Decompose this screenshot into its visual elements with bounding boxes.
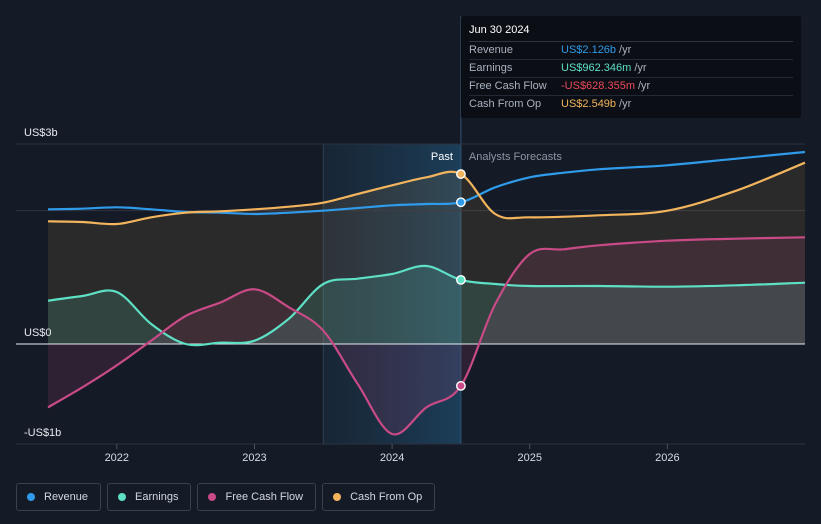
legend-dot-icon <box>333 493 342 501</box>
earnings-marker <box>456 274 466 285</box>
legend-label: Earnings <box>135 491 179 503</box>
free-cash-flow-line <box>47 236 806 436</box>
legend-label: Revenue <box>44 491 89 503</box>
y-tick-label: -US$1b <box>24 427 61 439</box>
tooltip-value: US$2.126b <box>561 44 617 56</box>
y-tick-label: US$3b <box>24 127 58 139</box>
legend-label: Free Cash Flow <box>225 491 304 503</box>
x-tick-label: 2024 <box>380 452 404 464</box>
tooltip-unit: /yr <box>638 80 651 92</box>
x-tick-label: 2026 <box>655 452 679 464</box>
legend-item-free-cash-flow[interactable]: Free Cash Flow <box>197 483 317 511</box>
cash-from-op-area <box>48 162 805 344</box>
revenue-marker <box>456 197 466 208</box>
tooltip-label: Free Cash Flow <box>469 80 547 92</box>
chart-tooltip: Jun 30 2024 Revenue US$2.126b /yr Earnin… <box>461 16 801 118</box>
past-label: Past <box>431 151 453 163</box>
legend-dot-icon <box>118 493 127 501</box>
earnings-area <box>48 265 805 346</box>
legend-label: Cash From Op <box>350 491 423 503</box>
tooltip-label: Revenue <box>469 44 514 56</box>
earnings-line <box>47 264 806 347</box>
x-tick-label: 2022 <box>105 452 129 464</box>
x-tick-label: 2023 <box>242 452 266 464</box>
tooltip-row-revenue: Revenue US$2.126b /yr <box>469 42 793 60</box>
free-cash-flow-marker <box>456 380 466 391</box>
cash-from-op-line <box>47 161 806 226</box>
tooltip-value: US$2.549b <box>561 98 617 110</box>
forecast-label: Analysts Forecasts <box>469 151 562 163</box>
tooltip-row-free-cash-flow: Free Cash Flow -US$628.355m /yr <box>469 78 793 96</box>
tooltip-row-earnings: Earnings US$962.346m /yr <box>469 60 793 78</box>
tooltip-value: US$962.346m <box>561 62 632 74</box>
cash-from-op-marker <box>456 169 466 179</box>
chart-legend: Revenue Earnings Free Cash Flow Cash Fro… <box>16 483 436 511</box>
tooltip-unit: /yr <box>619 44 632 56</box>
legend-item-earnings[interactable]: Earnings <box>107 483 192 511</box>
tooltip-row-cash-from-op: Cash From Op US$2.549b /yr <box>469 96 793 113</box>
x-tick-label: 2025 <box>517 452 541 464</box>
tooltip-value: -US$628.355m <box>561 80 635 92</box>
legend-dot-icon <box>27 493 35 501</box>
legend-dot-icon <box>208 493 217 501</box>
tooltip-unit: /yr <box>619 98 632 110</box>
legend-item-revenue[interactable]: Revenue <box>16 483 102 511</box>
tooltip-label: Earnings <box>469 62 513 74</box>
legend-item-cash-from-op[interactable]: Cash From Op <box>322 483 436 511</box>
tooltip-date: Jun 30 2024 <box>469 23 793 42</box>
past-region-shade <box>323 144 461 444</box>
tooltip-unit: /yr <box>634 62 647 74</box>
revenue-line <box>47 150 806 216</box>
tooltip-label: Cash From Op <box>469 98 542 110</box>
y-tick-label: US$0 <box>24 327 52 339</box>
